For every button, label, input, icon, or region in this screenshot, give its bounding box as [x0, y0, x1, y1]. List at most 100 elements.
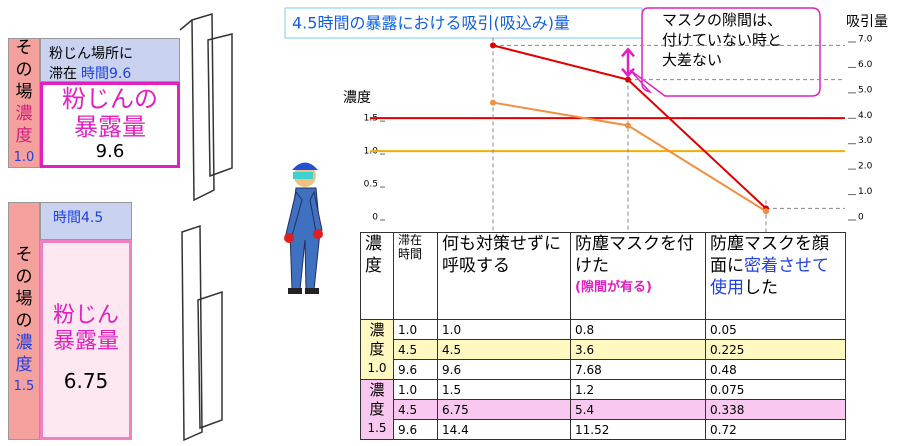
y2-axis-label: 吸引量 — [846, 14, 888, 30]
cell: 1.2 — [570, 379, 706, 400]
side-text: 濃度 — [15, 333, 33, 375]
panel-header: 粉じん場所に 滞在 時間9.6 — [40, 38, 180, 82]
header-text: 時間9.6 — [81, 66, 132, 82]
y-tick-label: 0.5 — [364, 180, 378, 190]
cell: 11.52 — [570, 419, 706, 440]
header-text: した — [744, 278, 778, 298]
y2-tick-label: 4.0 — [858, 111, 873, 121]
side-text: 1.5 — [13, 379, 35, 394]
header-text: (隙間が有る) — [575, 280, 652, 295]
header-cell: 濃度 — [360, 232, 394, 320]
header-text: 付けた — [575, 234, 694, 276]
point — [490, 42, 496, 49]
table-row: 濃度 1.0 1.0 1.0 0.8 0.05 — [360, 319, 846, 380]
side-text: その場の — [15, 245, 33, 331]
panel-side: その場の濃度 1.5 — [8, 202, 40, 440]
panel-label: 暴露量 — [74, 113, 146, 141]
header-text: 何も対策せず — [442, 234, 544, 254]
header-cell: 防塵マスクを顔面に密着させて使用した — [705, 232, 846, 320]
header-text: 粉じん場所に — [49, 46, 133, 62]
table-wrap: 濃度 滞在時間 何も対策せずに呼吸する 防塵マスクを付けた (隙間が有る) 防塵マスクを顔… — [360, 232, 846, 440]
cell: 9.6 — [437, 359, 571, 380]
group-label-text: 1.0 — [367, 361, 387, 375]
arrow — [621, 47, 635, 78]
cell: 14.4 — [437, 419, 571, 440]
y2-tick-label: 1.0 — [858, 187, 873, 197]
callout-line: マスクの隙間は、 — [662, 11, 783, 29]
panel-header: 時間4.5 — [40, 202, 132, 240]
header-text: 顔面に — [710, 234, 829, 276]
y2-tick-label: 5.0 — [858, 85, 873, 95]
callout-line: 大差ない — [662, 51, 723, 69]
cell: 1.5 — [437, 379, 571, 400]
cell: 7.68 — [570, 359, 706, 380]
table-row: 4.5 4.5 3.6 0.225 — [360, 339, 846, 360]
header-cell: 何も対策せずに呼吸する — [437, 232, 571, 320]
panel-side: その場濃度 1.0 — [8, 38, 40, 168]
y2-tick-label: 0 — [858, 213, 864, 223]
header-text: 時間 — [398, 247, 423, 261]
header-text: 密着さ — [744, 256, 795, 276]
header-text: 滞在 — [398, 233, 423, 247]
side-text: その場 — [15, 38, 33, 102]
group-label-text: 濃 — [369, 321, 385, 339]
cell: 5.4 — [570, 399, 706, 420]
chart-title: 4.5時間の暴露における吸引(吸込み)量 — [292, 14, 570, 33]
point — [763, 208, 769, 215]
callout: マスクの隙間は、 付けていない時と 大差ない — [662, 10, 782, 70]
table: 濃度 滞在時間 何も対策せずに呼吸する 防塵マスクを付けた (隙間が有る) 防塵マスクを顔… — [360, 232, 846, 440]
header-cell: 滞在時間 — [393, 232, 438, 320]
cell: 9.6 — [393, 359, 438, 380]
panel-label: 暴露量 — [52, 329, 119, 354]
cell: 4.5 — [393, 339, 438, 360]
group-label: 濃度 1.5 — [360, 379, 394, 440]
cell: 0.225 — [705, 339, 846, 360]
y2-tick-label: 7.0 — [858, 35, 873, 45]
panel-label: 粉じん — [52, 303, 119, 328]
worker — [284, 162, 323, 294]
point — [625, 76, 631, 83]
cell: 0.05 — [705, 319, 846, 340]
cell: 3.6 — [570, 339, 706, 360]
cell: 1.0 — [393, 319, 438, 340]
cell: 1.0 — [393, 379, 438, 400]
cell: 4.5 — [393, 399, 438, 420]
group-label-text: 1.5 — [367, 421, 387, 435]
group-label-text: 度 — [369, 400, 385, 418]
y2-tick-label: 6.0 — [858, 60, 873, 70]
side-text: 1.0 — [13, 150, 35, 165]
table-row: 4.5 6.75 5.4 0.338 — [360, 399, 846, 420]
cell: 0.075 — [705, 379, 846, 400]
header-text: 濃度 — [365, 234, 382, 276]
panel-value: 6.75 — [63, 369, 109, 393]
panel-value: 9.6 — [95, 141, 125, 162]
header-text: に呼吸する — [442, 234, 561, 276]
callout-line: 付けていない時と — [662, 31, 783, 49]
callout-box — [629, 7, 821, 97]
header-text: 時間4.5 — [53, 210, 104, 226]
group-label-text: 度 — [369, 340, 385, 358]
header-text: せて使用 — [710, 256, 829, 298]
cell: 6.75 — [437, 399, 571, 420]
cell: 0.338 — [705, 399, 846, 420]
panel-body: 粉じんの 暴露量 9.6 — [40, 82, 180, 168]
point — [625, 122, 631, 129]
header-text: 防塵マスクを — [575, 234, 677, 254]
panel-label: 粉じんの — [62, 85, 158, 113]
cell: 0.72 — [705, 419, 846, 440]
header-text: 防塵マスクを — [710, 234, 812, 254]
y-tick-label: 0 — [372, 213, 378, 223]
door-1 — [179, 12, 233, 442]
side-text: 濃度 — [15, 104, 33, 146]
y-axis-label: 濃度 — [343, 90, 371, 106]
cell: 1.0 — [437, 319, 571, 340]
cell: 9.6 — [393, 419, 438, 440]
y2-tick-label: 2.0 — [858, 162, 873, 172]
table-row: 濃度 1.5 1.0 1.5 1.2 0.075 — [360, 379, 846, 440]
header-row: 濃度 滞在時間 何も対策せずに呼吸する 防塵マスクを付けた (隙間が有る) 防塵マスクを顔… — [360, 232, 846, 320]
header-text: 滞在 — [49, 66, 77, 82]
group-label: 濃度 1.0 — [360, 319, 394, 380]
cell: 4.5 — [437, 339, 571, 360]
